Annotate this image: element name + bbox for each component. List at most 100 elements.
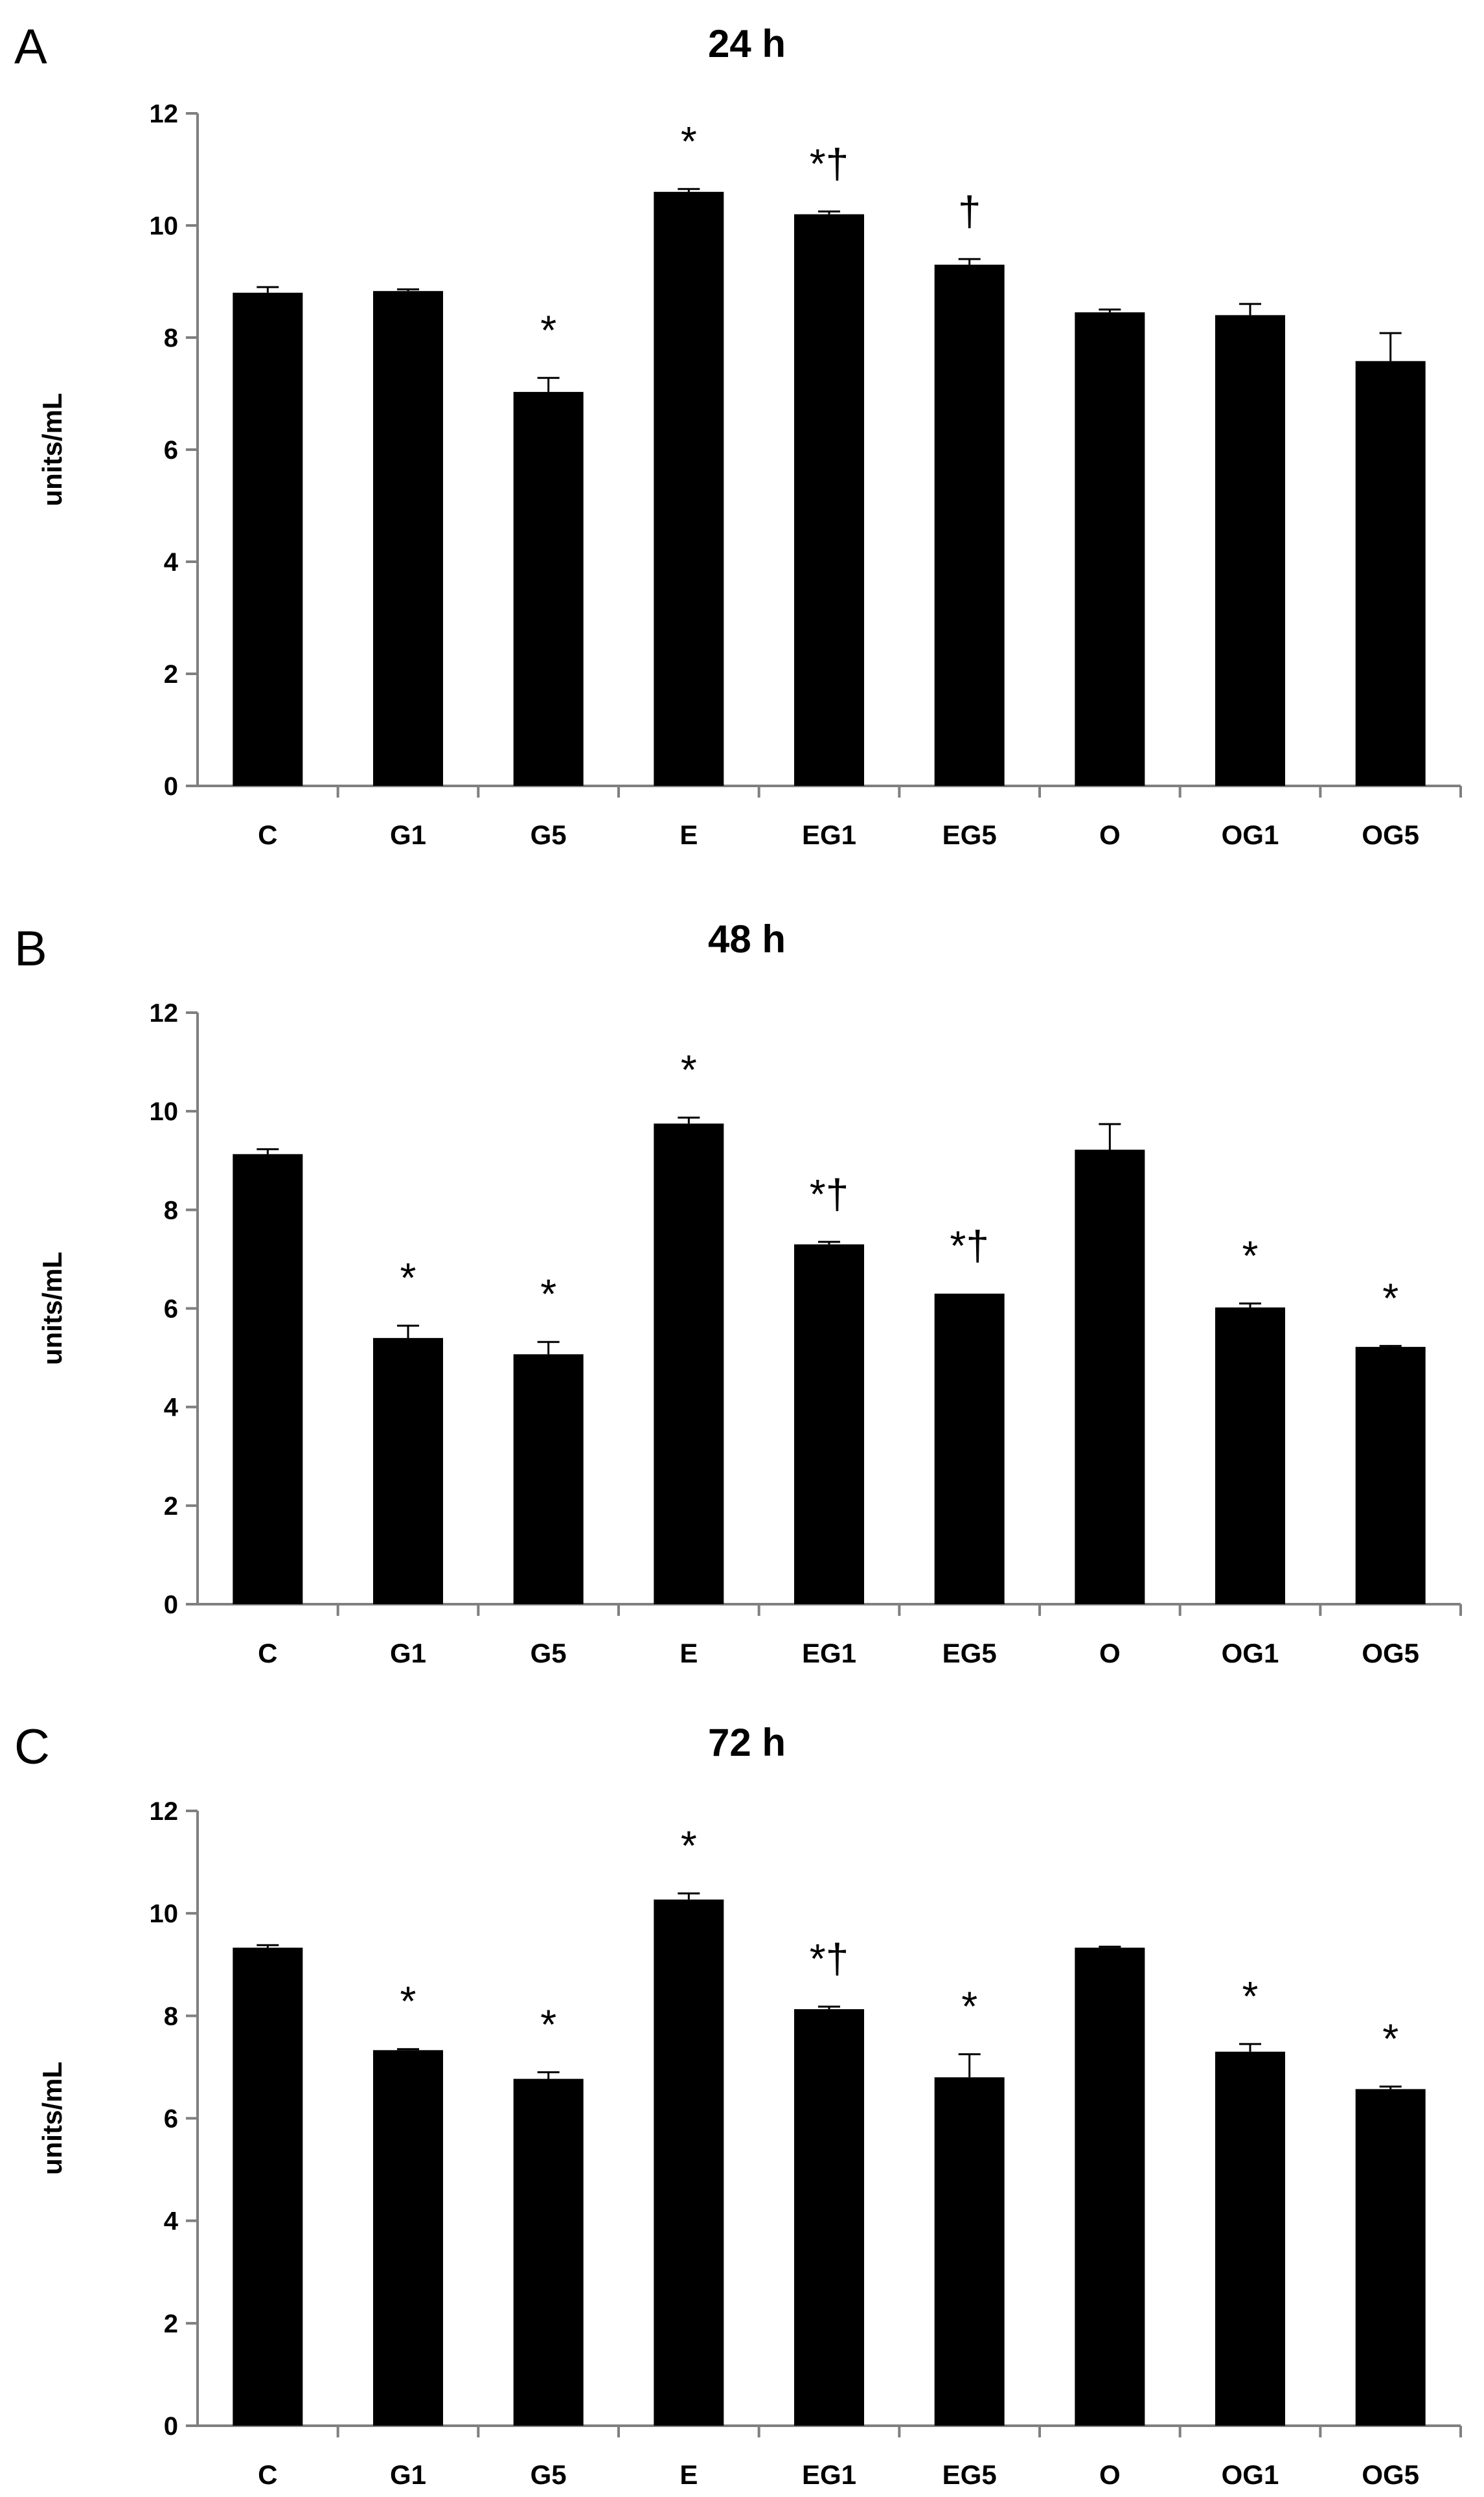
chart-panel-a: A 24 h units/mL 0 2 4 6 8 10 12 C G1 G5 * E * EG1 *† EG5 † O… <box>14 19 1462 850</box>
y-tick-label: 8 <box>164 2002 178 2031</box>
y-axis-label: units/mL <box>37 393 67 507</box>
y-tick-label: 12 <box>150 999 179 1028</box>
y-tick-label: 4 <box>164 548 179 577</box>
y-tick-label: 10 <box>150 1900 179 1928</box>
bar-o <box>1075 1149 1145 1604</box>
x-tick-label: E <box>679 820 698 850</box>
bar-eg1 <box>794 2009 864 2426</box>
x-tick-label: EG1 <box>802 2459 856 2490</box>
significance-marker: *† <box>810 140 849 187</box>
x-tick-label: G5 <box>531 1638 567 1668</box>
chart-title: 48 h <box>708 917 786 961</box>
bar-g1 <box>373 291 443 787</box>
x-tick-label: EG1 <box>802 820 856 850</box>
y-axis-label: units/mL <box>37 1252 67 1365</box>
y-tick-label: 10 <box>150 212 179 240</box>
significance-marker: *† <box>810 1935 849 1982</box>
y-tick-label: 4 <box>164 1394 179 1422</box>
x-tick-label: EG5 <box>942 2459 997 2490</box>
y-tick-label: 6 <box>164 2105 178 2134</box>
bar-g5 <box>513 1354 584 1604</box>
x-tick-label: O <box>1099 2459 1121 2490</box>
bar-og5 <box>1355 2089 1426 2426</box>
significance-marker: * <box>400 1254 417 1301</box>
chart-panel-c: C 72 h units/mL 0 2 4 6 8 10 12 C G1 * G5 * E * EG1 *† EG5 *… <box>14 1720 1462 2490</box>
y-tick-label: 0 <box>164 1591 178 1619</box>
x-tick-label: G5 <box>531 2459 567 2490</box>
bar-e <box>654 1899 724 2426</box>
bar-c <box>233 292 303 786</box>
significance-marker: * <box>540 306 556 353</box>
bar-og1 <box>1215 2051 1285 2426</box>
y-tick-label: 2 <box>164 2310 178 2338</box>
chart-title: 24 h <box>708 22 786 65</box>
x-tick-label: E <box>679 2459 698 2490</box>
x-tick-label: EG1 <box>802 1638 856 1668</box>
bar-og5 <box>1355 1346 1426 1604</box>
y-tick-label: 2 <box>164 1492 178 1521</box>
y-tick-label: 8 <box>164 324 178 352</box>
bar-c <box>233 1154 303 1604</box>
significance-marker: † <box>958 188 981 235</box>
x-tick-label: EG5 <box>942 1638 997 1668</box>
x-tick-label: O <box>1099 1638 1121 1668</box>
significance-marker: *† <box>950 1223 989 1269</box>
x-tick-label: G1 <box>390 2459 426 2490</box>
significance-marker: *† <box>810 1171 849 1217</box>
bar-eg1 <box>794 1244 864 1604</box>
x-tick-label: OG1 <box>1222 2459 1279 2490</box>
significance-marker: * <box>400 1978 417 2025</box>
bar-g5 <box>513 391 584 786</box>
y-tick-label: 2 <box>164 660 178 689</box>
x-tick-label: O <box>1099 820 1121 850</box>
bar-eg1 <box>794 214 864 786</box>
x-tick-label: OG5 <box>1362 820 1419 850</box>
x-tick-label: G1 <box>390 820 426 850</box>
bar-g1 <box>373 2050 443 2426</box>
y-tick-label: 12 <box>150 100 179 128</box>
panel-label: B <box>14 921 47 976</box>
bar-eg5 <box>934 1293 1005 1604</box>
y-tick-label: 0 <box>164 772 178 801</box>
y-axis-label: units/mL <box>37 2062 67 2175</box>
significance-marker: * <box>540 1271 556 1317</box>
x-tick-label: EG5 <box>942 820 997 850</box>
significance-marker: * <box>540 2001 556 2047</box>
significance-marker: * <box>1242 1973 1259 2019</box>
x-tick-label: C <box>258 820 277 850</box>
bar-og5 <box>1355 361 1426 786</box>
x-tick-label: OG1 <box>1222 820 1279 850</box>
x-tick-label: OG5 <box>1362 2459 1419 2490</box>
y-tick-label: 8 <box>164 1196 178 1225</box>
y-tick-label: 12 <box>150 1797 179 1826</box>
x-tick-label: E <box>679 1638 698 1668</box>
y-tick-label: 6 <box>164 436 178 465</box>
bar-og1 <box>1215 1307 1285 1604</box>
x-tick-label: OG5 <box>1362 1638 1419 1668</box>
chart-panel-b: B 48 h units/mL 0 2 4 6 8 10 12 C G1 * G5 * E * EG1 *† EG5 *… <box>14 917 1462 1668</box>
y-tick-label: 0 <box>164 2412 178 2441</box>
y-tick-label: 10 <box>150 1098 179 1126</box>
significance-marker: * <box>961 1983 977 2030</box>
bar-g1 <box>373 1338 443 1604</box>
significance-marker: * <box>681 1822 697 1869</box>
panel-label: C <box>14 1720 50 1775</box>
bar-c <box>233 1948 303 2426</box>
x-tick-label: G1 <box>390 1638 426 1668</box>
x-tick-label: C <box>258 2459 277 2490</box>
y-tick-label: 4 <box>164 2207 179 2236</box>
bar-e <box>654 1123 724 1604</box>
x-tick-label: G5 <box>531 820 567 850</box>
significance-marker: * <box>681 1046 697 1093</box>
significance-marker: * <box>1382 2015 1398 2062</box>
bar-o <box>1075 1948 1145 2426</box>
significance-marker: * <box>1382 1274 1398 1321</box>
bar-o <box>1075 312 1145 786</box>
bar-g5 <box>513 2078 584 2426</box>
x-tick-label: C <box>258 1638 277 1668</box>
panel-label: A <box>14 19 47 75</box>
x-tick-label: OG1 <box>1222 1638 1279 1668</box>
significance-marker: * <box>681 118 697 165</box>
y-tick-label: 6 <box>164 1295 178 1324</box>
